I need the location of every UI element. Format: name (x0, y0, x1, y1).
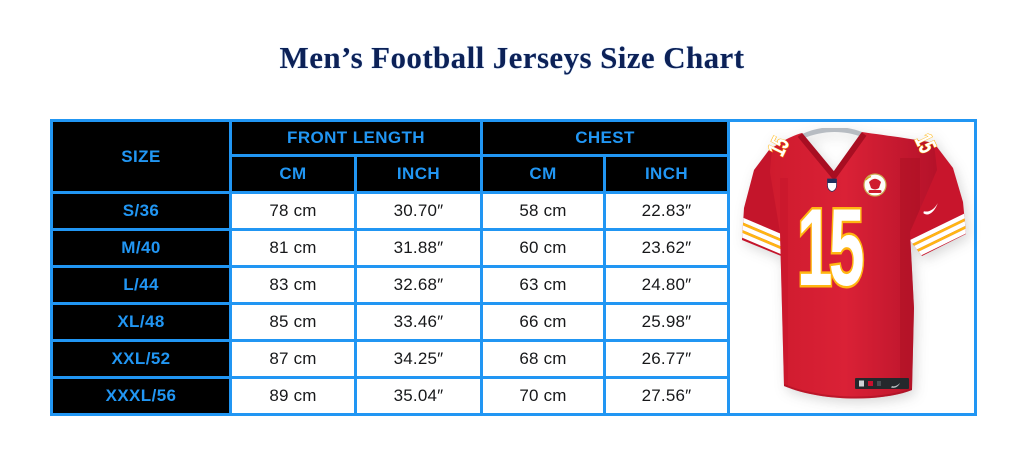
table-row: XXL/52 87 cm 34.25″ 68 cm 26.77″ (50, 339, 976, 379)
front-length-inch-value: 35.04″ (353, 376, 484, 416)
size-chart-table: SIZE FRONT LENGTH CHEST (50, 119, 978, 416)
table-row: S/36 78 cm 30.70″ 58 cm 22.83″ (50, 191, 976, 231)
chest-inch-value: 23.62″ (603, 228, 731, 268)
table-row: M/40 81 cm 31.88″ 60 cm 23.62″ (50, 228, 976, 268)
jersey-image: 15 15 (742, 127, 967, 399)
size-label: L/44 (50, 265, 232, 305)
header-chest: CHEST (480, 119, 731, 157)
page-title: Men’s Football Jerseys Size Chart (279, 40, 745, 75)
size-label: XXXL/56 (50, 376, 232, 416)
chest-cm-value: 66 cm (480, 302, 607, 342)
header-front-cm: CM (229, 154, 357, 194)
size-label: S/36 (50, 191, 232, 231)
chest-cm-value: 70 cm (480, 376, 607, 416)
front-length-inch-value: 33.46″ (353, 302, 484, 342)
table-row: L/44 83 cm 32.68″ 63 cm 24.80″ (50, 265, 976, 305)
chest-inch-value: 22.83″ (603, 191, 731, 231)
jersey-photo-cell: 15 15 (727, 119, 978, 416)
header-row-groups: SIZE FRONT LENGTH CHEST (50, 119, 978, 416)
header-front-length: FRONT LENGTH (228, 119, 484, 157)
chest-cm-value: 68 cm (480, 339, 607, 379)
header-chest-inch: INCH (603, 154, 731, 194)
front-length-cm-value: 87 cm (229, 339, 357, 379)
jersey-collar (797, 127, 867, 179)
header-chest-cm: CM (480, 154, 607, 194)
jersey-chest-number: 15 (797, 187, 863, 309)
size-label: XXL/52 (50, 339, 232, 379)
front-length-cm-value: 78 cm (229, 191, 357, 231)
size-label: XL/48 (50, 302, 232, 342)
nfl-shield-icon (827, 178, 837, 192)
chest-inch-value: 27.56″ (603, 376, 731, 416)
chest-cm-value: 58 cm (480, 191, 607, 231)
header-row-units: CM INCH CM INCH (52, 154, 976, 194)
front-length-cm-value: 85 cm (229, 302, 357, 342)
chest-inch-value: 26.77″ (603, 339, 731, 379)
size-label: M/40 (50, 228, 232, 268)
jock-tag (855, 377, 910, 389)
front-length-inch-value: 31.88″ (353, 228, 484, 268)
chiefs-patch-icon (863, 172, 887, 197)
nike-swoosh-icon (923, 202, 938, 214)
header-front-inch: INCH (353, 154, 484, 194)
front-length-cm-value: 89 cm (229, 376, 357, 416)
table-row: XXXL/56 89 cm 35.04″ 70 cm 27.56″ (50, 376, 976, 416)
front-length-inch-value: 34.25″ (353, 339, 484, 379)
chest-cm-value: 60 cm (480, 228, 607, 268)
front-length-inch-value: 30.70″ (353, 191, 484, 231)
front-length-cm-value: 83 cm (229, 265, 357, 305)
front-length-cm-value: 81 cm (229, 228, 357, 268)
front-length-inch-value: 32.68″ (353, 265, 484, 305)
chest-cm-value: 63 cm (480, 265, 607, 305)
header-size: SIZE (50, 119, 232, 194)
chest-inch-value: 25.98″ (603, 302, 731, 342)
table-row: XL/48 85 cm 33.46″ 66 cm 25.98″ (50, 302, 976, 342)
chest-inch-value: 24.80″ (603, 265, 731, 305)
